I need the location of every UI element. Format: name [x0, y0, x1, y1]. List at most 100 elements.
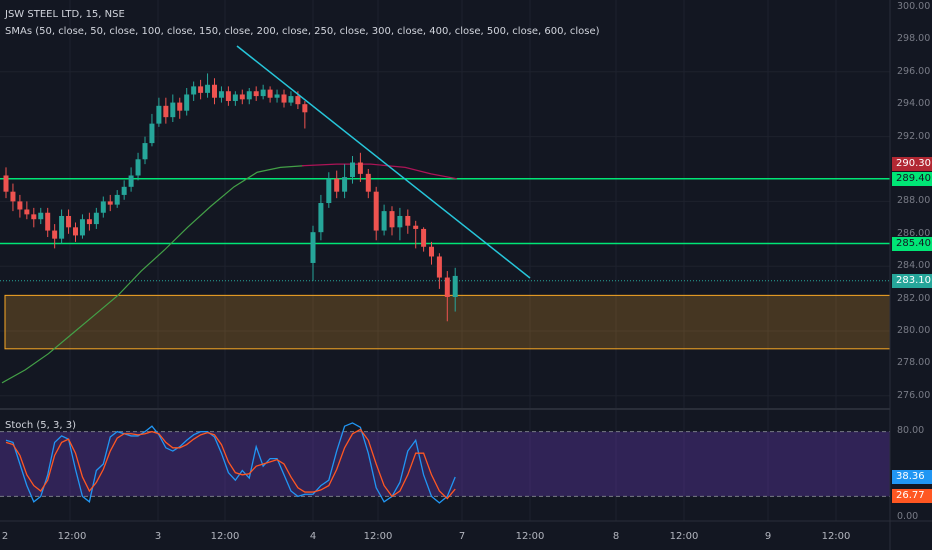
price-axis-label: 296.00: [897, 65, 931, 77]
candle[interactable]: [288, 91, 294, 106]
candle[interactable]: [225, 86, 231, 106]
candle[interactable]: [389, 206, 395, 236]
candle[interactable]: [198, 79, 204, 100]
stoch-k-line: [5, 422, 456, 504]
candle[interactable]: [114, 190, 120, 208]
price-axis-label: 284.00: [897, 260, 931, 272]
candle[interactable]: [342, 164, 348, 199]
time-axis-label: 12:00: [515, 531, 545, 542]
candle[interactable]: [73, 222, 78, 242]
candle[interactable]: [381, 204, 387, 236]
trend-line[interactable]: [236, 45, 531, 279]
time-axis-label: 12:00: [821, 531, 851, 542]
candle[interactable]: [212, 78, 217, 105]
candle[interactable]: [149, 113, 155, 147]
time-axis-label: 7: [458, 531, 466, 542]
candle[interactable]: [24, 201, 30, 220]
candle[interactable]: [436, 253, 442, 289]
candle[interactable]: [365, 169, 371, 199]
symbol-title[interactable]: JSW STEEL LTD, 15, NSE: [5, 9, 125, 20]
candle[interactable]: [421, 227, 427, 252]
candle[interactable]: [177, 97, 183, 119]
candle[interactable]: [218, 86, 224, 103]
candle[interactable]: [413, 220, 419, 249]
price-axis-label: 278.00: [897, 357, 931, 369]
candle[interactable]: [86, 212, 92, 231]
candle[interactable]: [45, 207, 51, 238]
sma-line-green: [1, 165, 304, 384]
stoch-axis-label: 80.00: [897, 424, 925, 436]
stoch-d-value-tag: 26.77: [892, 489, 932, 503]
candle[interactable]: [232, 91, 238, 106]
candle[interactable]: [142, 136, 148, 165]
price-axis-label: 298.00: [897, 33, 931, 45]
candle[interactable]: [444, 271, 450, 322]
candle[interactable]: [318, 194, 324, 241]
candle[interactable]: [357, 152, 363, 182]
candle[interactable]: [52, 224, 58, 249]
stoch-k-value-tag: 38.36: [892, 470, 932, 484]
time-axis-label: 3: [154, 531, 162, 542]
time-axis-label: 12:00: [669, 531, 699, 542]
candles[interactable]: [3, 73, 458, 322]
price-axis-label: 280.00: [897, 325, 931, 336]
candle[interactable]: [373, 186, 379, 241]
candle[interactable]: [274, 89, 280, 103]
candle[interactable]: [326, 172, 332, 208]
candle[interactable]: [397, 207, 403, 241]
candle[interactable]: [267, 86, 273, 103]
candle[interactable]: [302, 100, 308, 129]
candle[interactable]: [246, 88, 252, 105]
candle[interactable]: [59, 209, 65, 244]
candle[interactable]: [10, 183, 16, 212]
time-axis-label: 8: [612, 531, 620, 542]
candle[interactable]: [135, 152, 141, 181]
candle[interactable]: [184, 88, 190, 116]
candle[interactable]: [350, 156, 355, 184]
candle[interactable]: [163, 97, 169, 124]
price-axis-label: 286.00: [897, 227, 931, 239]
candle[interactable]: [156, 97, 162, 127]
price-axis-label: 300.00: [897, 1, 931, 12]
candle[interactable]: [170, 94, 176, 123]
price-tag: 289.40: [892, 171, 932, 186]
time-axis-label: 9: [764, 531, 772, 542]
candle[interactable]: [405, 209, 411, 234]
stoch-d-line: [5, 428, 456, 500]
candle[interactable]: [239, 89, 245, 105]
candle[interactable]: [79, 214, 85, 239]
candle[interactable]: [310, 225, 316, 281]
price-tag: 285.40: [892, 236, 932, 251]
candle[interactable]: [107, 194, 113, 212]
price-axis-label: 276.00: [897, 389, 931, 401]
candle[interactable]: [93, 207, 99, 229]
candle[interactable]: [281, 89, 287, 108]
candle[interactable]: [205, 73, 211, 98]
candle[interactable]: [260, 84, 266, 100]
candle[interactable]: [253, 86, 259, 101]
stoch-axis-label: 0.00: [897, 511, 919, 522]
candle[interactable]: [334, 170, 340, 199]
sma-line-red: [301, 163, 457, 180]
candle[interactable]: [38, 207, 44, 225]
candle[interactable]: [100, 196, 106, 218]
candle[interactable]: [31, 207, 37, 228]
candle[interactable]: [429, 241, 434, 265]
candle[interactable]: [121, 180, 127, 200]
candle[interactable]: [66, 209, 72, 234]
price-axis-label: 294.00: [897, 98, 931, 110]
time-axis-label: 12:00: [363, 531, 393, 542]
price-axis-label: 288.00: [897, 195, 931, 207]
price-tag: 283.10: [892, 273, 932, 288]
sma-legend[interactable]: SMAs (50, close, 50, close, 100, close, …: [5, 26, 600, 37]
candle[interactable]: [17, 194, 23, 218]
price-axis-label: 282.00: [897, 292, 931, 304]
candle[interactable]: [191, 81, 197, 101]
candle[interactable]: [3, 167, 9, 199]
candle[interactable]: [452, 267, 458, 312]
stoch-band: [0, 431, 890, 497]
candle[interactable]: [128, 167, 134, 192]
stoch-legend[interactable]: Stoch (5, 3, 3): [5, 420, 77, 431]
